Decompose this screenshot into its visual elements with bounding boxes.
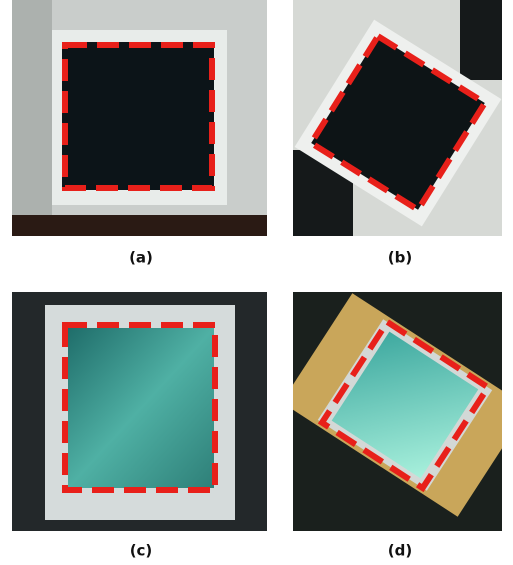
panel-label: (d) xyxy=(388,542,412,560)
photo-b xyxy=(293,0,502,236)
figure: (a) (b) (c) (d) xyxy=(0,0,513,565)
photo-a xyxy=(12,0,267,236)
panel-label: (c) xyxy=(130,542,153,560)
panel-label: (a) xyxy=(129,249,153,267)
panel-label: (b) xyxy=(388,249,412,267)
page: (a) (b) (c) (d) (() => { const data = JS… xyxy=(0,0,513,565)
